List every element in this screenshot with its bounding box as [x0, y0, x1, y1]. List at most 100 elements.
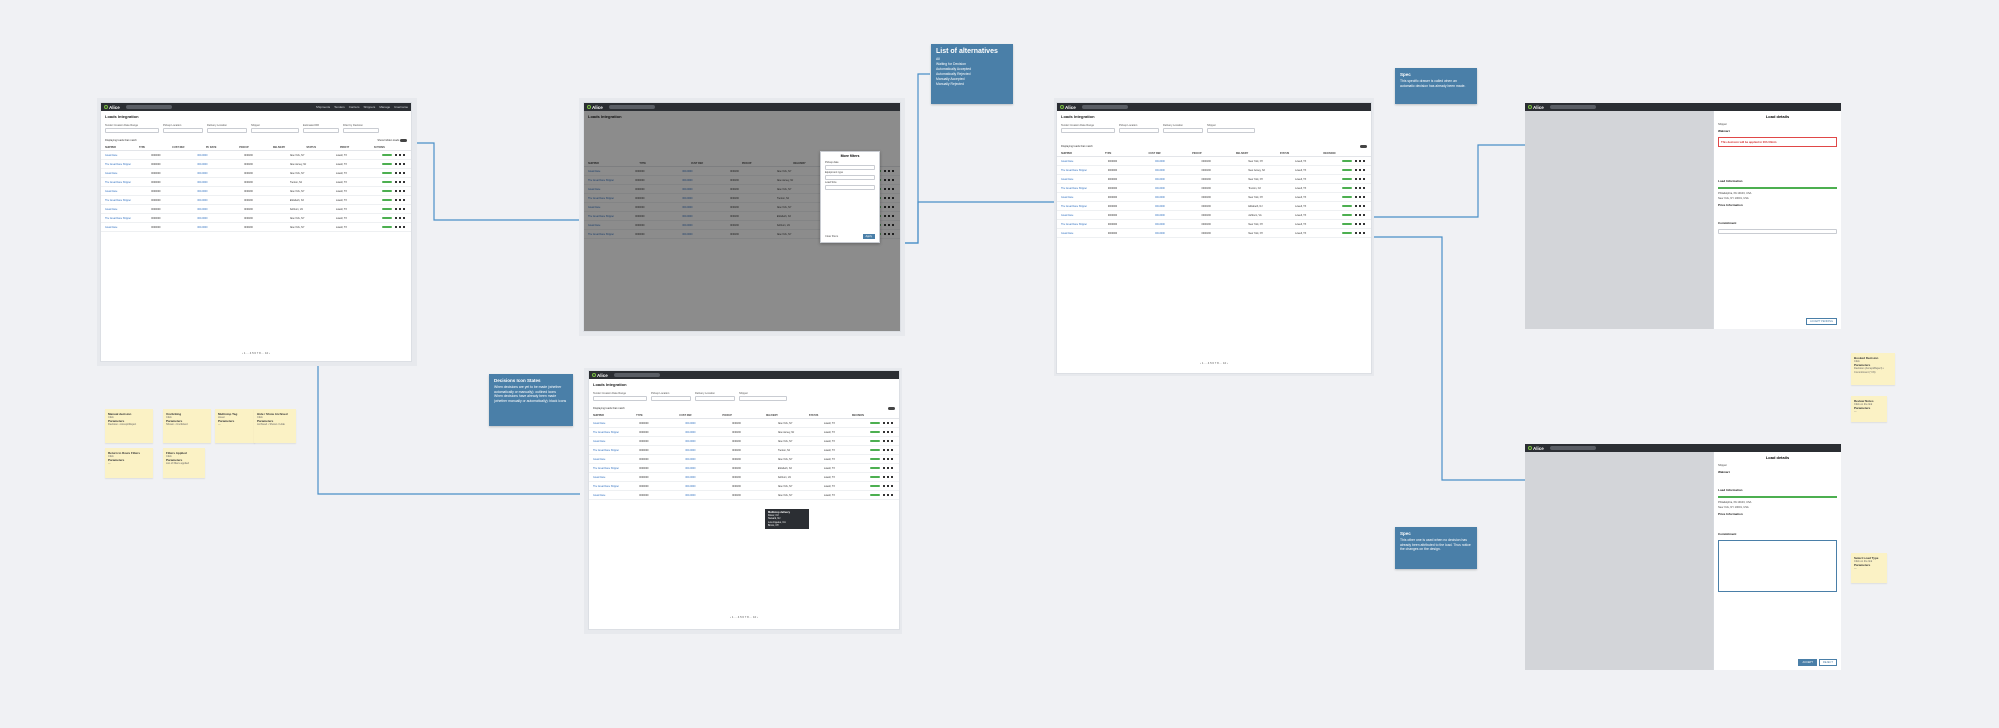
pickup-input[interactable] — [163, 128, 203, 133]
nav-carriers[interactable]: Carriers — [348, 105, 360, 109]
col-cust-ref[interactable]: CUST REF — [172, 146, 185, 150]
table-row[interactable]: Great Dane 0000000 000-0000 00/00/00 Ashburn… — [101, 205, 411, 215]
accept-icon[interactable] — [884, 224, 887, 226]
reject-icon[interactable] — [888, 206, 891, 208]
more-icon[interactable] — [403, 190, 406, 193]
table-row[interactable]: Great Dane 0000000 000-0000 00/00/00 New Yor… — [1057, 193, 1371, 202]
table-row[interactable]: Great Dane 0000000 000-0000 00/00/00 New Yor… — [1057, 175, 1371, 184]
accept-icon[interactable] — [1354, 160, 1357, 162]
show-hidden-toggle[interactable] — [1360, 145, 1367, 148]
cust-ref[interactable]: 000-0000 — [685, 493, 696, 497]
dimmed-background[interactable] — [1525, 444, 1715, 670]
table-row[interactable]: Great Dane 0000000 000-0000 00/00/00 New Yor… — [1057, 157, 1371, 166]
more-icon[interactable] — [891, 440, 894, 442]
shipper-link[interactable]: Great Dane — [593, 421, 606, 425]
col-profit[interactable]: PROFIT — [339, 146, 350, 150]
cust-ref[interactable]: 000-0000 — [685, 466, 696, 470]
more-icon[interactable] — [403, 217, 406, 220]
more-icon[interactable] — [892, 206, 895, 208]
more-icon[interactable] — [891, 431, 894, 433]
accept-icon[interactable] — [395, 190, 398, 193]
nav-manage[interactable]: Manage — [379, 105, 391, 109]
pickup-date-input[interactable] — [825, 165, 875, 170]
date-range-input[interactable] — [593, 396, 647, 401]
more-icon[interactable] — [891, 485, 894, 487]
col-shipper[interactable]: SHIPPER — [1061, 152, 1072, 155]
more-icon[interactable] — [892, 188, 895, 190]
search-input[interactable] — [1549, 105, 1596, 109]
search-input[interactable] — [1549, 446, 1596, 450]
show-hidden-toggle[interactable] — [400, 139, 407, 142]
shipper-link[interactable]: Great Dane — [1061, 213, 1074, 217]
shipper-link[interactable]: Great Dane — [105, 189, 118, 193]
pagination[interactable]: ‹ 1 … 4 5 6 7 8 … 10 › — [730, 615, 758, 619]
accept-icon[interactable] — [884, 188, 887, 190]
shipper-link[interactable]: Great Dane — [105, 153, 118, 157]
table-row[interactable]: The Great Dane Shipper 0000000 000-0000 00/… — [1057, 166, 1371, 175]
nav-shippers[interactable]: Shippers — [363, 105, 376, 109]
reject-icon[interactable] — [888, 179, 891, 181]
more-icon[interactable] — [1362, 187, 1365, 189]
cust-ref[interactable]: 000-0000 — [1154, 159, 1165, 163]
cust-ref[interactable]: 000-0000 — [1154, 186, 1165, 190]
accept-icon[interactable] — [395, 163, 398, 166]
cust-ref[interactable]: 000-0000 — [682, 232, 693, 236]
col-type[interactable]: TYPE — [1104, 152, 1112, 155]
table-row[interactable]: The Great Dane Shipper 0000000 000-0000 00/… — [589, 446, 899, 455]
accept-icon[interactable] — [1354, 223, 1357, 225]
shipper-link[interactable]: The Great Dane Shipper — [593, 430, 620, 434]
cust-ref[interactable]: 000-0000 — [197, 207, 208, 211]
reject-icon[interactable] — [1358, 187, 1361, 189]
cust-ref[interactable]: 000-0000 — [682, 169, 693, 173]
shipper-select[interactable] — [1207, 128, 1255, 133]
cust-ref[interactable]: 000-0000 — [197, 216, 208, 220]
cust-ref[interactable]: 000-0000 — [685, 439, 696, 443]
table-row[interactable]: The Great Dane Shipper 0000000 000-0000 00/… — [1057, 184, 1371, 193]
more-icon[interactable] — [1362, 214, 1365, 216]
accept-icon[interactable] — [884, 206, 887, 208]
shipper-link[interactable]: The Great Dane Shipper — [105, 162, 132, 166]
table-row[interactable]: Great Dane 0000000 000-0000 00/00/00 New Yor… — [101, 169, 411, 179]
reject-icon[interactable] — [888, 224, 891, 226]
col-delivery[interactable]: DELIVERY — [272, 146, 286, 150]
accept-icon[interactable] — [395, 199, 398, 202]
reject-button[interactable]: REJECT — [1818, 659, 1837, 666]
table-row[interactable]: Great Dane 0000000 000-0000 00/00/00 Ashburn… — [589, 473, 899, 482]
load-size-input[interactable] — [825, 185, 875, 190]
reject-icon[interactable] — [887, 476, 890, 478]
table-row[interactable]: The Great Dane Shipper 0000000 000-0000 00/… — [1057, 220, 1371, 229]
accept-icon[interactable] — [1354, 205, 1357, 207]
col-delivery[interactable]: DELIVERY — [793, 162, 806, 165]
more-icon[interactable] — [891, 422, 894, 424]
accept-icon[interactable] — [883, 422, 886, 424]
accept-icon[interactable] — [395, 217, 398, 220]
more-icon[interactable] — [892, 215, 895, 217]
shipper-link[interactable]: The Great Dane Shipper — [588, 196, 615, 200]
accept-icon[interactable] — [395, 154, 398, 157]
table-row[interactable]: Great Dane 0000000 000-0000 00/00/00 New Yor… — [589, 419, 899, 428]
nav-tenders[interactable]: Tenders — [334, 105, 345, 109]
more-icon[interactable] — [892, 224, 895, 226]
more-icon[interactable] — [403, 199, 406, 202]
reject-icon[interactable] — [399, 199, 402, 202]
accept-icon[interactable] — [884, 215, 887, 217]
shipper-link[interactable]: Great Dane — [105, 207, 118, 211]
col-pickup[interactable]: PICKUP — [741, 162, 752, 165]
col-cust-ref[interactable]: CUST REF — [679, 414, 692, 417]
accept-icon[interactable] — [883, 476, 886, 478]
shipper-link[interactable]: The Great Dane Shipper — [588, 178, 615, 182]
table-row[interactable]: The Great Dane Shipper 0000000 000-0000 00/… — [101, 160, 411, 170]
cust-ref[interactable]: 000-0000 — [197, 171, 208, 175]
col-type[interactable]: TYPE — [636, 414, 643, 417]
shipper-link[interactable]: The Great Dane Shipper — [588, 214, 615, 218]
search-input[interactable] — [125, 105, 172, 109]
delivery-input[interactable] — [695, 396, 735, 401]
accept-icon[interactable] — [883, 485, 886, 487]
search-input[interactable] — [1081, 105, 1128, 109]
col-shipper[interactable]: SHIPPER — [588, 162, 599, 165]
table-row[interactable]: The Great Dane Shipper 0000000 000-0000 00/… — [589, 464, 899, 473]
reject-icon[interactable] — [887, 494, 890, 496]
more-icon[interactable] — [891, 449, 894, 451]
more-icon[interactable] — [891, 467, 894, 469]
dimmed-background[interactable] — [1525, 103, 1715, 329]
